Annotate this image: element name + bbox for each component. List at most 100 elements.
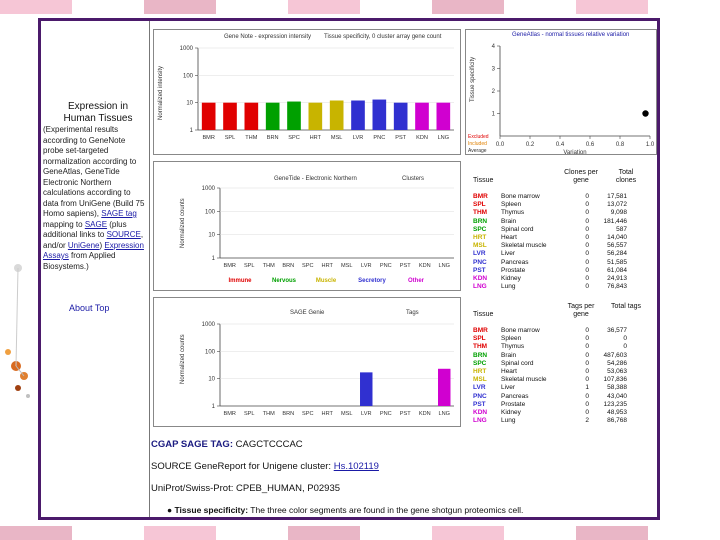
table-cell-code: KDN [473, 275, 488, 282]
x-tick-label: KDN [416, 135, 428, 141]
x-tick-label: PST [400, 411, 411, 417]
table-cell-v2: 587 [616, 225, 627, 233]
x-tick-label: BMR [202, 135, 214, 141]
sidebar-title: Expression in Human Tissues [63, 101, 133, 124]
table-cell-v1: 0 [585, 217, 589, 225]
table-cell-v2: 36,577 [607, 327, 627, 334]
x-tick-label: SPC [302, 411, 314, 417]
table-cell-v1: 0 [585, 234, 589, 241]
unigene-cluster-link[interactable]: Hs.102119 [333, 461, 379, 472]
bar-bmr [201, 102, 216, 130]
expression-assays-link[interactable]: Expression Assays [43, 240, 144, 261]
table-cell-code: HRT [473, 234, 487, 241]
table-cell-code: SPL [473, 335, 486, 343]
x-tick-label: LVR [361, 263, 371, 269]
sidebar-text: GeneTide Electronic Northern calculation… [43, 167, 145, 218]
x-tick-label: MSL [331, 135, 343, 141]
tags-table-body: BMR Bone marrow 0 36,577 SPL Spleen 0 0 THM Thymu… [473, 327, 653, 427]
tags-header-total: Total tags [611, 303, 641, 310]
x-tick-label: PST [395, 135, 406, 141]
table-cell-nm: Kidney [501, 275, 521, 282]
bar-hrt [308, 102, 323, 130]
table-cell-code: KDN [473, 409, 488, 416]
uniprot-line: UniProt/Swiss-Prot: CPEB_HUMAN, P02935 [151, 483, 340, 494]
source-line: SOURCE GeneReport for Unigene cluster: H… [151, 461, 379, 472]
sidebar-divider [149, 21, 150, 517]
source-label: SOURCE GeneReport for Unigene cluster: [151, 461, 332, 472]
y-tick-label: 10 [186, 101, 193, 107]
x-tick-label: PNC [380, 411, 392, 417]
table-cell-v2: 51,585 [607, 258, 627, 266]
table-cell-nm: Heart [501, 368, 517, 375]
x-tick-label: SPL [244, 263, 255, 269]
y-tick-label: 1 [190, 128, 194, 134]
content-frame: Expression in Human Tissues (Experimenta… [38, 18, 660, 520]
source-link[interactable]: SOURCE [106, 230, 141, 239]
tags-table: Tissue Tags per gene Total tags BMR Bone … [469, 299, 657, 425]
sage-tag-link[interactable]: SAGE tag [101, 209, 137, 218]
x-tick-label: LNG [438, 411, 450, 417]
table-cell-nm: Pancreas [501, 258, 529, 266]
table-cell-code: BRN [473, 351, 488, 359]
x-tick-label: THM [245, 135, 257, 141]
table-row: SPC Spinal cord 0 54,286 [473, 360, 653, 368]
table-row: SPC Spinal cord 0 587 [473, 226, 653, 234]
bar-lng [438, 368, 451, 406]
x-tick-label: BRN [282, 411, 294, 417]
x-tick-label: KDN [419, 411, 431, 417]
x-tick-label: PNC [373, 135, 385, 141]
table-row: KDN Kidney 0 48,953 [473, 409, 653, 417]
table-cell-v1: 0 [585, 225, 589, 233]
table-cell-nm: Heart [501, 234, 517, 241]
table-cell-v1: 0 [585, 400, 589, 408]
sage-subtitle: Tags [406, 310, 419, 316]
unigene-link[interactable]: UniGene [67, 240, 100, 250]
y-tick-label: 100 [183, 73, 194, 79]
x-tick-label: 0.2 [526, 142, 535, 148]
table-cell-v2: 53,063 [607, 368, 627, 375]
x-tick-label: 0.0 [496, 142, 505, 148]
about-top-link[interactable]: About Top [69, 303, 110, 313]
bottom-decor-band [0, 526, 720, 540]
table-cell-v1: 0 [585, 275, 589, 282]
table-cell-nm: Lung [501, 283, 516, 291]
genenote-subtitle: Tissue specificity, 0 cluster array gene… [324, 34, 442, 40]
table-cell-v2: 56,284 [607, 250, 627, 258]
legend-item: Excluded [468, 134, 489, 140]
x-tick-label: MSL [341, 263, 353, 269]
table-cell-v2: 58,388 [607, 384, 627, 392]
group-legend-secretory: Secretory [358, 278, 386, 284]
x-tick-label: THM [263, 411, 275, 417]
sage-link[interactable]: SAGE [84, 219, 108, 229]
table-cell-v2: 487,603 [603, 351, 628, 359]
sage-panel: SAGE Genie Tags Normalized counts 1000 10… [153, 297, 461, 427]
table-cell-nm: Brain [501, 217, 517, 225]
x-tick-label: 0.6 [586, 142, 595, 148]
sidebar-text: , and/or [43, 230, 144, 250]
table-cell-v2: 13,072 [607, 201, 627, 209]
table-cell-code: SPL [473, 201, 486, 209]
sidebar-text: mapping to [43, 219, 85, 229]
x-tick-label: MSL [341, 411, 353, 417]
table-cell-code: SPC [473, 225, 487, 233]
table-cell-code: LNG [473, 283, 487, 291]
table-cell-v2: 17,581 [607, 193, 627, 200]
sage-chart: 1000 100 10 1 BMR SPL THM BRN SPC HRT MSL LVR PNC PST… [202, 322, 454, 417]
clones-header-total: Total clones [615, 169, 637, 184]
table-cell-code: PST [473, 400, 486, 408]
clones-header-per-gene: Clones per gene [564, 169, 598, 184]
table-cell-v1: 1 [585, 384, 589, 392]
geneatlas-panel: GeneAtlas - normal tissues relative vari… [465, 29, 657, 155]
table-cell-nm: Spleen [501, 201, 522, 209]
molecule-decoration-icon [5, 264, 30, 398]
genenote-chart: 1000 100 10 1 BMR SPL THM BRN SPC HRT MSL LVR PNC PST… [180, 46, 454, 141]
x-tick-label: LNG [438, 135, 450, 141]
table-cell-nm: Kidney [501, 409, 521, 416]
table-cell-code: HRT [473, 368, 487, 375]
table-cell-v2: 86,768 [607, 417, 627, 425]
x-tick-label: SPC [288, 135, 300, 141]
table-cell-v2: 0 [623, 343, 627, 351]
table-cell-v1: 0 [585, 368, 589, 375]
table-cell-v1: 0 [585, 351, 589, 359]
table-cell-nm: Prostate [501, 266, 526, 274]
